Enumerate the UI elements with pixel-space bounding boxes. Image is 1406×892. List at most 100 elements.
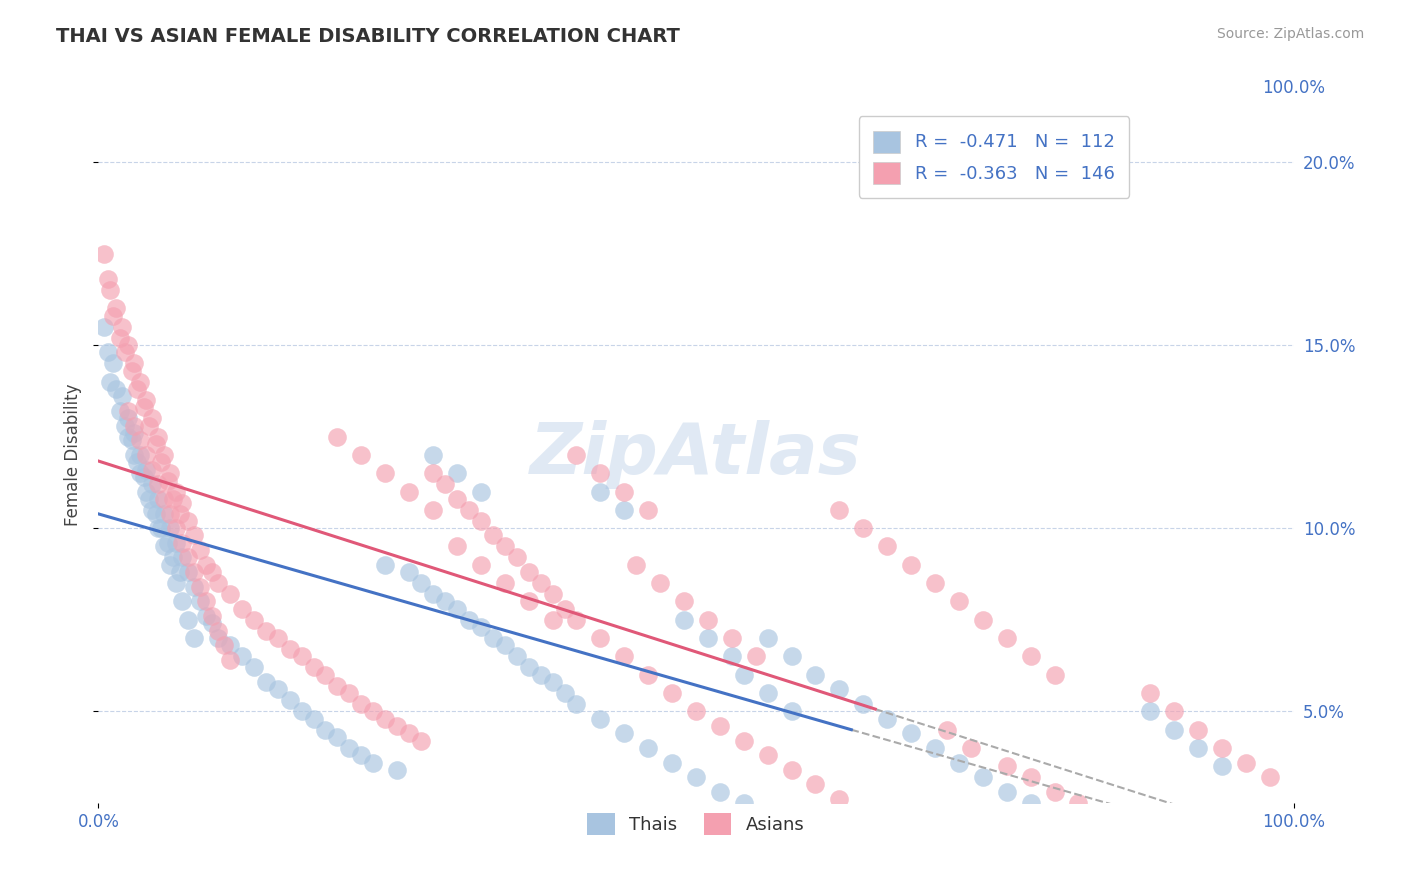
Point <box>434 594 457 608</box>
Point <box>780 763 803 777</box>
Point <box>385 763 409 777</box>
Point <box>626 558 648 572</box>
Point <box>183 631 205 645</box>
Point <box>156 536 179 550</box>
Point <box>124 356 146 370</box>
Point <box>685 770 707 784</box>
Point <box>350 748 373 763</box>
Point <box>141 477 163 491</box>
Point <box>589 484 612 499</box>
Point <box>481 528 505 542</box>
Point <box>1163 723 1185 737</box>
Point <box>291 649 314 664</box>
Point <box>1019 869 1042 883</box>
Point <box>153 491 176 506</box>
Point <box>1091 880 1114 892</box>
Point <box>350 697 373 711</box>
Point <box>924 843 946 857</box>
Point <box>661 686 683 700</box>
Point <box>183 580 205 594</box>
Point <box>709 719 731 733</box>
Point <box>291 704 314 718</box>
Point <box>756 748 779 763</box>
Point <box>207 631 229 645</box>
Point <box>1163 704 1185 718</box>
Point <box>517 594 540 608</box>
Text: Source: ZipAtlas.com: Source: ZipAtlas.com <box>1216 27 1364 41</box>
Point <box>852 806 875 821</box>
Point <box>374 558 396 572</box>
Point <box>1211 759 1233 773</box>
Point <box>673 613 696 627</box>
Point <box>948 756 970 770</box>
Point <box>169 565 191 579</box>
Point <box>995 631 1018 645</box>
Point <box>267 682 290 697</box>
Point <box>446 601 468 615</box>
Point <box>195 594 218 608</box>
Point <box>188 594 211 608</box>
Point <box>153 540 176 554</box>
Point <box>148 491 170 506</box>
Point <box>1115 829 1137 843</box>
Point <box>172 594 194 608</box>
Point <box>756 631 779 645</box>
Point <box>673 594 696 608</box>
Point <box>972 613 994 627</box>
Point <box>159 521 181 535</box>
Point <box>398 484 420 499</box>
Point <box>709 785 731 799</box>
Point <box>278 642 301 657</box>
Point <box>231 601 253 615</box>
Point <box>697 631 720 645</box>
Point <box>132 470 155 484</box>
Point <box>101 309 124 323</box>
Point <box>948 594 970 608</box>
Point <box>212 638 235 652</box>
Point <box>661 756 683 770</box>
Point <box>129 467 152 481</box>
Point <box>900 726 922 740</box>
Point <box>267 631 290 645</box>
Point <box>117 404 139 418</box>
Point <box>1115 884 1137 892</box>
Point <box>1211 740 1233 755</box>
Point <box>125 455 148 469</box>
Point <box>243 660 266 674</box>
Point <box>177 514 200 528</box>
Point <box>613 726 636 740</box>
Point <box>530 576 553 591</box>
Point <box>924 576 946 591</box>
Point <box>219 587 242 601</box>
Point <box>995 759 1018 773</box>
Point <box>374 712 396 726</box>
Point <box>278 693 301 707</box>
Point <box>114 345 136 359</box>
Point <box>97 345 120 359</box>
Point <box>613 649 636 664</box>
Point <box>326 679 349 693</box>
Point <box>721 631 744 645</box>
Point <box>117 338 139 352</box>
Point <box>114 418 136 433</box>
Point <box>541 587 564 601</box>
Point <box>132 401 155 415</box>
Text: ZipAtlas: ZipAtlas <box>530 420 862 490</box>
Point <box>363 756 385 770</box>
Point <box>470 484 492 499</box>
Point <box>165 521 187 535</box>
Point <box>156 474 179 488</box>
Point <box>541 675 564 690</box>
Point <box>494 540 516 554</box>
Point <box>117 411 139 425</box>
Point <box>804 667 827 681</box>
Point <box>98 375 122 389</box>
Point <box>780 704 803 718</box>
Point <box>124 425 146 440</box>
Point <box>129 375 152 389</box>
Point <box>141 462 163 476</box>
Point <box>446 467 468 481</box>
Point <box>1043 785 1066 799</box>
Point <box>138 418 160 433</box>
Point <box>1187 723 1209 737</box>
